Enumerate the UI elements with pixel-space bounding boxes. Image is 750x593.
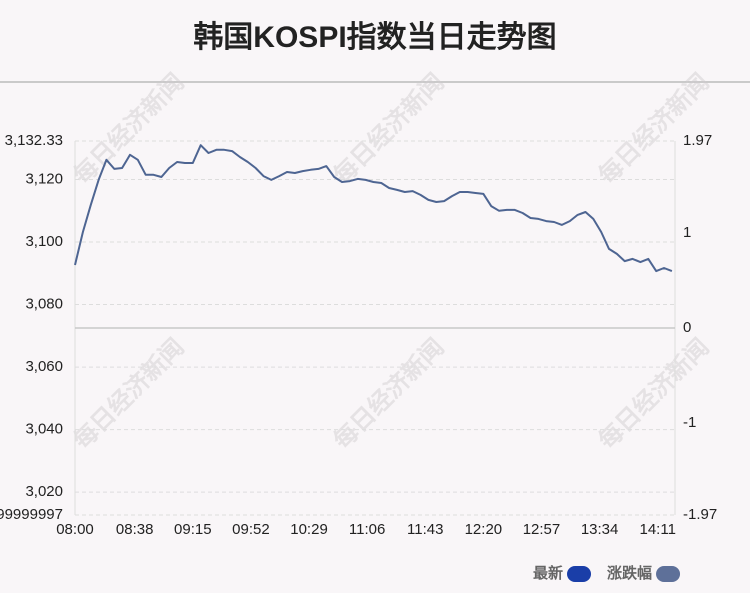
x-tick-label: 10:29 (290, 521, 328, 538)
legend-label: 涨跌幅 (607, 564, 652, 582)
chart-title: 韩国KOSPI指数当日走势图 (193, 21, 556, 54)
y-tick-label: 3,100 (25, 233, 63, 250)
x-tick-label: 14:11 (640, 521, 676, 538)
x-tick-label: 08:38 (116, 521, 154, 538)
watermark: 每日经济新闻 (68, 68, 190, 190)
watermark: 每日经济新闻 (68, 333, 190, 455)
x-tick-label: 09:15 (174, 521, 212, 538)
y2-tick-label: -1 (683, 414, 696, 431)
x-tick-label: 12:20 (465, 521, 503, 538)
x-tick-label: 08:00 (56, 521, 94, 538)
x-tick-label: 09:52 (232, 521, 270, 538)
watermark: 每日经济新闻 (593, 333, 715, 455)
price-line (74, 144, 673, 273)
y2-tick-label: -1.97 (683, 506, 717, 523)
y-tick-label: 3,040 (25, 421, 63, 438)
y-tick-label: 3,132.33 (5, 132, 63, 149)
y-tick-label: 3,020 (25, 483, 63, 500)
y2-tick-label: 1 (683, 224, 691, 241)
watermark: 每日经济新闻 (328, 333, 450, 455)
y-tick-label: 3,120 (25, 171, 63, 188)
x-tick-label: 13:34 (581, 521, 619, 538)
x-tick-label: 12:57 (523, 521, 561, 538)
y-tick-label: 3,060 (25, 358, 63, 375)
watermark: 每日经济新闻 (593, 68, 715, 190)
legend-swatch (567, 566, 592, 582)
x-tick-label: 11:06 (349, 521, 385, 538)
legend-swatch (656, 566, 681, 582)
y-tick-label: 3,012.6699999997 (0, 506, 63, 523)
y2-tick-label: 1.97 (683, 132, 712, 149)
watermark: 每日经济新闻 (328, 68, 450, 190)
legend-label: 最新 (533, 564, 563, 582)
y-tick-label: 3,080 (25, 296, 63, 313)
y2-tick-label: 0 (683, 319, 691, 336)
x-tick-label: 11:43 (407, 521, 443, 538)
